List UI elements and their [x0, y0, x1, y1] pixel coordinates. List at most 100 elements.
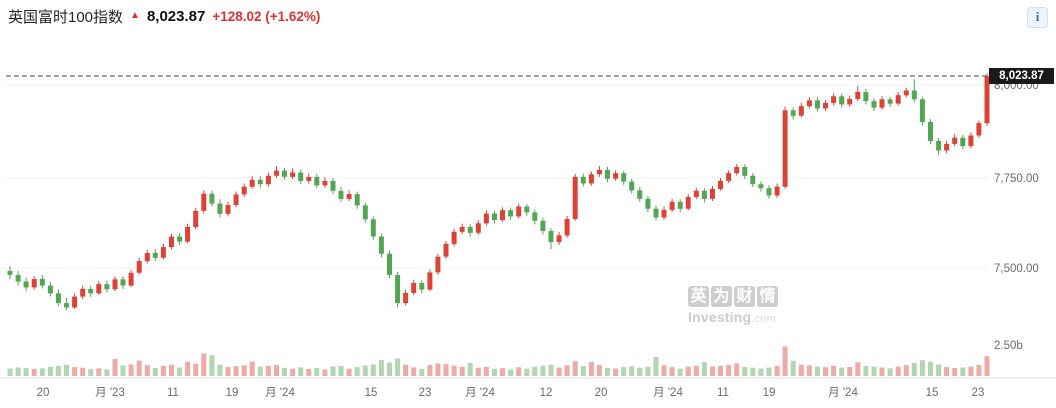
volume-bar: [645, 366, 651, 376]
volume-bar: [225, 366, 231, 376]
volume-bar: [136, 360, 142, 376]
volume-bar: [685, 366, 691, 376]
volume-bar: [798, 364, 804, 376]
volume-bar: [467, 363, 473, 376]
candle-body: [806, 100, 812, 107]
candle-body: [104, 284, 110, 290]
volume-bar: [653, 357, 659, 376]
volume-bar: [588, 362, 594, 376]
price-change: +128.02 (+1.62%): [212, 9, 321, 24]
y-axis-label: 7,500.00: [994, 263, 1039, 275]
volume-bar: [80, 367, 86, 376]
volume-bar: [500, 368, 505, 376]
volume-bar: [39, 368, 45, 376]
volume-bar: [879, 367, 885, 376]
volume-bar: [508, 369, 514, 376]
volume-bar: [435, 363, 441, 376]
candle-body: [960, 137, 966, 147]
candle-body: [701, 190, 707, 199]
volume-bar: [823, 367, 828, 376]
candle-body: [160, 247, 166, 258]
candle-body: [734, 167, 740, 174]
volume-bar: [15, 367, 21, 376]
volume-bar: [257, 366, 263, 376]
candle-body: [758, 184, 764, 189]
volume-bar: [887, 368, 893, 376]
candle-body: [564, 219, 570, 236]
volume-bar: [370, 364, 376, 376]
candle-body: [782, 110, 788, 187]
candle-body: [241, 186, 247, 195]
volume-bar: [669, 367, 675, 376]
volume-bar: [677, 368, 683, 376]
candle-body: [879, 99, 885, 108]
candle-body: [677, 201, 683, 209]
volume-bar: [274, 365, 279, 376]
candle-body: [500, 210, 505, 221]
x-axis-label: 19: [763, 387, 776, 399]
info-icon[interactable]: i: [1027, 7, 1048, 28]
volume-bar: [742, 367, 748, 376]
candle-body: [516, 206, 522, 217]
candle-body: [613, 173, 619, 179]
candle-body: [306, 176, 312, 181]
volume-bar: [298, 367, 304, 376]
volume-bar: [928, 361, 933, 376]
candle-body: [887, 99, 893, 104]
volume-bar: [241, 365, 247, 376]
volume-bar: [726, 365, 732, 376]
candle-body: [532, 212, 538, 221]
volume-bar: [169, 364, 174, 376]
candle-body: [588, 174, 594, 184]
y-axis-label: 7,750.00: [994, 173, 1039, 185]
candle-body: [201, 193, 207, 211]
volume-bar: [72, 367, 78, 376]
volume-bar: [734, 363, 740, 376]
x-axis-label: 月 '24: [653, 387, 683, 399]
candle-body: [290, 172, 296, 177]
candle-body: [152, 253, 158, 258]
candle-body: [580, 176, 586, 184]
candle-body: [346, 194, 352, 199]
x-axis-label: 12: [540, 387, 553, 399]
candle-body: [169, 236, 174, 248]
volume-bar: [661, 365, 667, 376]
up-arrow-icon: ▲: [130, 10, 140, 21]
volume-bar: [451, 365, 457, 376]
candle-body: [96, 284, 102, 294]
volume-bar: [976, 365, 982, 376]
candle-body: [144, 253, 150, 262]
volume-bar: [193, 363, 199, 376]
candle-body: [322, 180, 328, 186]
x-axis-label: 20: [37, 387, 50, 399]
candle-body: [766, 188, 772, 196]
volume-bar: [475, 367, 481, 376]
candle-body: [112, 279, 118, 290]
candle-body: [919, 99, 925, 122]
volume-bar: [443, 364, 449, 376]
volume-bar: [701, 362, 707, 376]
candle-body: [540, 220, 546, 231]
candle-body: [637, 190, 643, 199]
volume-bar: [411, 367, 417, 376]
volume-bar: [330, 366, 336, 376]
volume-bar: [88, 369, 94, 376]
volume-bar: [7, 368, 13, 376]
candle-body: [467, 227, 473, 233]
watermark-char: 英: [688, 286, 709, 307]
x-axis-label: 月 '24: [828, 387, 858, 399]
candle-body: [718, 180, 723, 189]
volume-bar: [556, 367, 562, 376]
volume-bar: [64, 365, 69, 376]
volume-bar: [290, 368, 296, 376]
watermark-brand: Investing.com: [688, 309, 776, 325]
volume-bar: [790, 360, 796, 376]
volume-bar: [160, 365, 166, 376]
volume-bar: [128, 364, 134, 376]
candle-body: [354, 194, 360, 206]
volume-bar: [572, 361, 578, 376]
candle-body: [653, 208, 659, 218]
volume-bar: [217, 364, 223, 376]
volume-bar: [863, 366, 869, 376]
